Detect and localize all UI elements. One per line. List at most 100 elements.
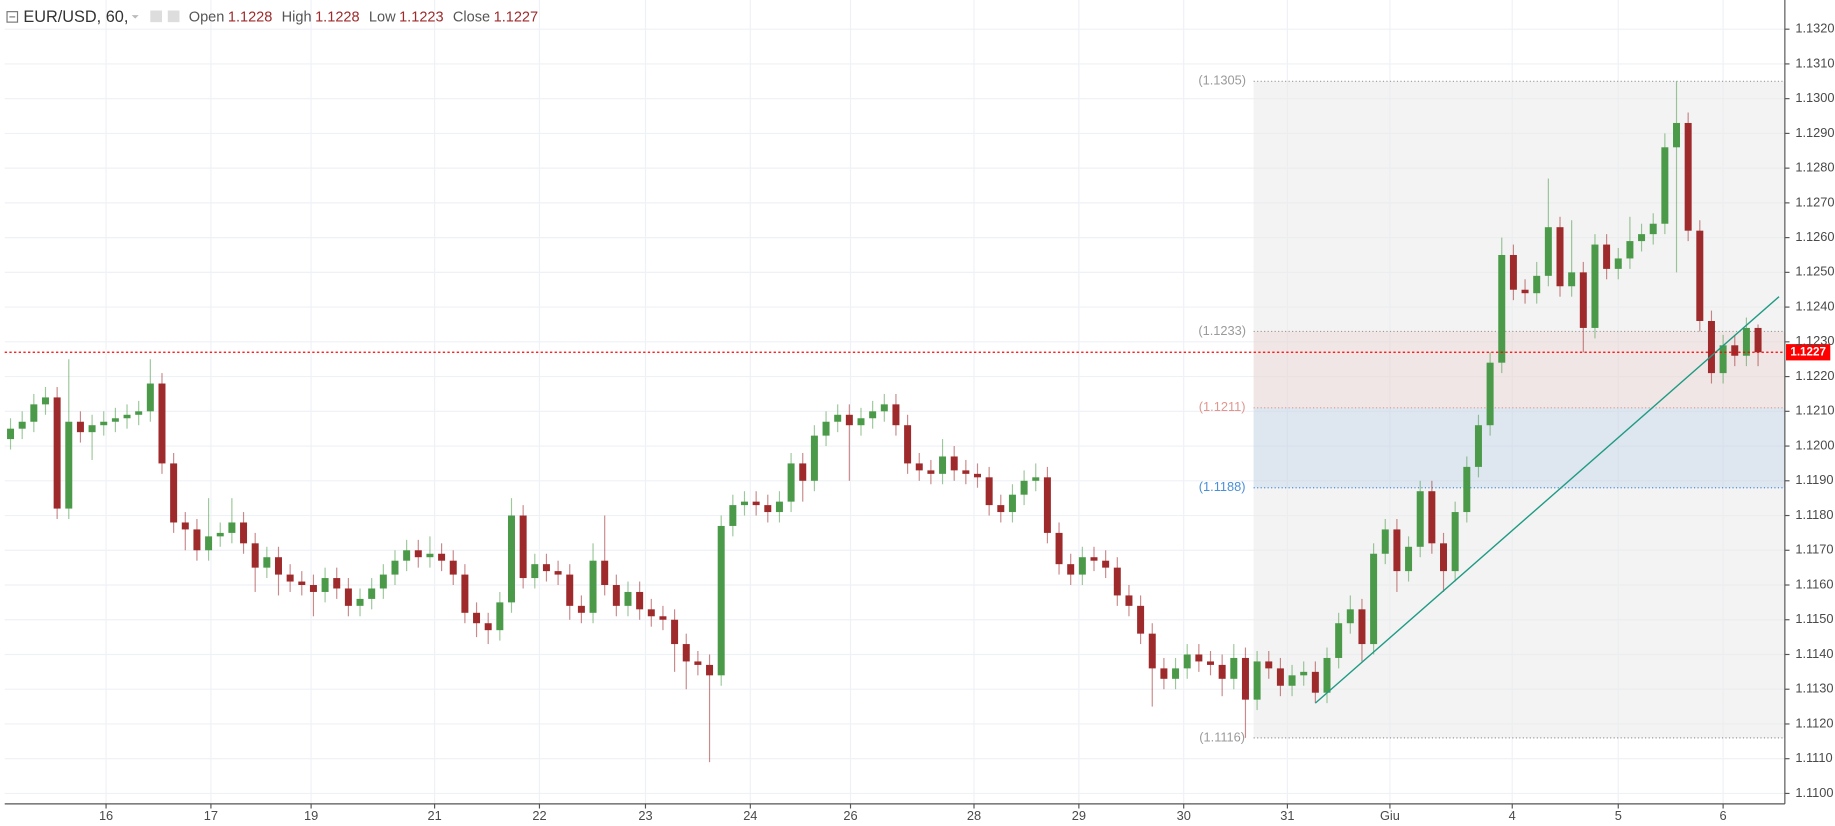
y-tick-label: 1.1210 xyxy=(1795,403,1834,418)
candle-body xyxy=(1335,623,1343,658)
candle-body xyxy=(799,463,807,481)
candle-body xyxy=(251,543,259,568)
x-tick-label: 21 xyxy=(427,808,441,823)
candle-body xyxy=(729,505,737,526)
candle-body xyxy=(76,421,84,433)
candle-body xyxy=(146,383,154,412)
candle-body xyxy=(1696,230,1704,321)
candle-body xyxy=(1195,654,1203,662)
overlay: 1.1227 xyxy=(4,296,1831,704)
x-tick-label: 17 xyxy=(204,808,218,823)
candle-body xyxy=(438,553,446,561)
candle-body xyxy=(1684,122,1692,231)
candle-body xyxy=(985,477,993,506)
hide-icon[interactable] xyxy=(167,10,180,23)
last-price-label: 1.1227 xyxy=(1790,345,1826,358)
candle-body xyxy=(962,470,970,474)
candle-body xyxy=(1719,345,1727,374)
level-label: (1.1211) xyxy=(1199,399,1246,414)
dropdown-icon[interactable] xyxy=(131,15,139,19)
candle-body xyxy=(356,598,364,606)
candle-body xyxy=(1416,491,1424,547)
x-tick-label: 30 xyxy=(1177,808,1191,823)
candle-body xyxy=(1451,512,1459,572)
x-tick-label: 24 xyxy=(743,808,757,823)
y-tick-label: 1.1290 xyxy=(1795,125,1834,140)
x-tick-label: 6 xyxy=(1720,808,1727,823)
candle-body xyxy=(1742,327,1750,356)
x-tick-label: 31 xyxy=(1280,808,1294,823)
candle-body xyxy=(1008,494,1016,513)
candle-body xyxy=(1311,671,1319,693)
candle-body xyxy=(158,383,166,464)
candle-body xyxy=(240,522,248,544)
y-tick-label: 1.1270 xyxy=(1795,194,1834,209)
candle-body xyxy=(344,588,352,606)
candle-body xyxy=(612,585,620,606)
candle-body xyxy=(1649,223,1657,235)
settings-icon[interactable] xyxy=(150,10,162,23)
candle-body xyxy=(915,463,923,471)
candle-body xyxy=(531,564,539,579)
candle-body xyxy=(1265,661,1273,669)
x-tick-label: 28 xyxy=(967,808,981,823)
candle-body xyxy=(764,505,772,513)
level-zone xyxy=(1253,331,1785,408)
candle-body xyxy=(1556,227,1564,287)
candle-body xyxy=(869,411,877,419)
x-tick-label: 5 xyxy=(1615,808,1622,823)
candle-body xyxy=(671,619,679,645)
candle-body xyxy=(135,411,143,415)
candle-body xyxy=(1393,529,1401,572)
candle-body xyxy=(1707,320,1715,374)
candle-body xyxy=(1603,244,1611,269)
candle-body xyxy=(589,560,597,613)
candle-body xyxy=(484,623,492,631)
candle-body xyxy=(449,560,457,575)
candle-body xyxy=(461,574,469,613)
candle-body xyxy=(309,585,317,592)
y-tick-label: 1.1220 xyxy=(1795,368,1834,383)
candle-body xyxy=(554,571,562,575)
candle-body xyxy=(1673,122,1681,148)
collapse-icon[interactable] xyxy=(6,11,19,23)
y-tick-label: 1.1200 xyxy=(1795,437,1834,452)
axes: 1.1100 1.1110 1.1120 1.1130 1.1140 1.1150 1.11… xyxy=(99,21,1835,823)
candle-body xyxy=(682,644,690,662)
level-zone xyxy=(1253,407,1785,488)
candle-body xyxy=(1626,241,1634,259)
y-tick-label: 1.1240 xyxy=(1795,298,1834,313)
candle-body xyxy=(1032,477,1040,481)
level-label: (1.1188) xyxy=(1199,479,1246,494)
level-label: (1.1116) xyxy=(1199,729,1245,744)
candle-body xyxy=(1568,272,1576,287)
y-tick-label: 1.1320 xyxy=(1795,21,1834,36)
candle-body xyxy=(1370,553,1378,645)
candle-body xyxy=(473,612,481,624)
candle-body xyxy=(927,470,935,474)
x-tick-label: 26 xyxy=(843,808,857,823)
candle-body xyxy=(53,397,61,509)
candle-body xyxy=(1754,327,1762,353)
candle-body xyxy=(41,397,49,405)
candle-body xyxy=(170,463,178,523)
candle-body xyxy=(1218,664,1226,679)
candle-body xyxy=(1579,272,1587,328)
candle-body xyxy=(1381,529,1389,554)
ohlc-value: 1.1223 xyxy=(399,9,444,25)
candle-body xyxy=(939,456,947,474)
ohlc-label: Low xyxy=(369,9,396,25)
candle-body xyxy=(1102,560,1110,568)
candle-body xyxy=(379,574,387,589)
candle-body xyxy=(834,414,842,422)
candle-body xyxy=(1090,557,1098,561)
candle-body xyxy=(205,536,213,551)
candle-body xyxy=(7,428,15,440)
candle-body xyxy=(997,505,1005,513)
candle-body xyxy=(1230,657,1238,679)
candle-body xyxy=(740,501,748,506)
candle-body xyxy=(775,501,783,513)
candle-body xyxy=(1440,543,1448,572)
candle-body xyxy=(659,616,667,620)
candle-body xyxy=(263,557,271,568)
